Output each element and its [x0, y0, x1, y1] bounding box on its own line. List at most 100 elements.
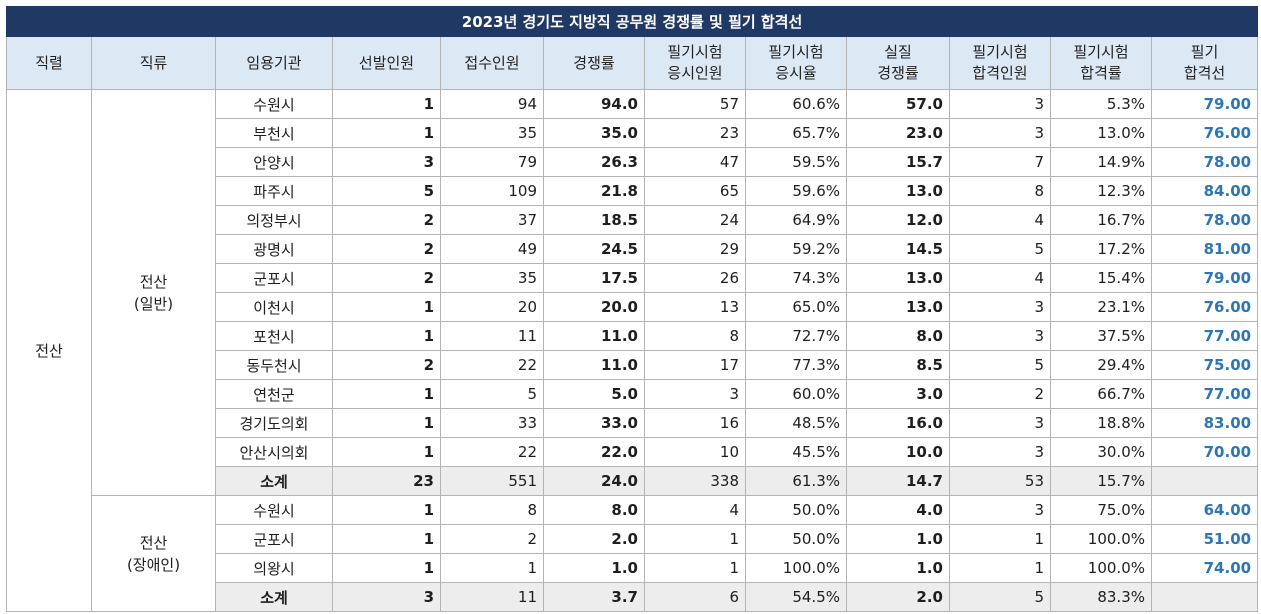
cell-selected: 1 — [332, 118, 441, 148]
cell-pass-rate: 13.0% — [1050, 118, 1152, 148]
cell-passed: 5 — [949, 582, 1051, 612]
cell-applied: 35 — [440, 118, 544, 148]
cell-cutline: 77.00 — [1150, 321, 1259, 351]
competition-table: 2023년 경기도 지방직 공무원 경쟁률 및 필기 합격선 직렬 직류 임용기… — [5, 6, 1259, 612]
table-row: 안양시 3 79 26.3 47 59.5% 15.7 7 14.9% 78.00 — [7, 147, 1259, 177]
cell-cutline: 70.00 — [1150, 437, 1259, 467]
table-row: 연천군 1 5 5.0 3 60.0% 3.0 2 66.7% 77.00 — [7, 379, 1259, 409]
cell-passed: 3 — [949, 408, 1051, 438]
cell-selected: 1 — [332, 89, 441, 119]
cell-take-rate: 59.5% — [745, 147, 847, 177]
cell-taken: 1 — [644, 553, 746, 583]
cell-selected: 3 — [332, 147, 441, 177]
header-jikryeol: 직렬 — [6, 36, 92, 90]
cell-cutline: 79.00 — [1150, 89, 1259, 119]
cell-applied: 94 — [440, 89, 544, 119]
cell-ratio: 17.5 — [543, 263, 645, 293]
header-cutline: 필기 합격선 — [1150, 36, 1259, 90]
cell-ratio: 1.0 — [543, 553, 645, 583]
cell-taken: 23 — [644, 118, 746, 148]
cell-pass-rate: 16.7% — [1050, 205, 1152, 235]
cell-pass-rate: 75.0% — [1050, 495, 1152, 525]
cell-take-rate: 54.5% — [745, 582, 847, 612]
cell-cutline: 83.00 — [1150, 408, 1259, 438]
cell-passed: 5 — [949, 234, 1051, 264]
cell-pass-rate: 83.3% — [1050, 582, 1152, 612]
cell-pass-rate: 15.4% — [1050, 263, 1152, 293]
cell-applied: 79 — [440, 147, 544, 177]
cell-agency: 연천군 — [215, 379, 333, 409]
cell-ratio: 24.0 — [543, 466, 645, 496]
table-row: 전산 (장애인) 수원시 1 8 8.0 4 50.0% 4.0 3 75.0% 64.00 — [7, 495, 1259, 612]
cell-ratio: 20.0 — [543, 292, 645, 322]
cell-applied: 35 — [440, 263, 544, 293]
cell-real-ratio: 4.0 — [846, 495, 950, 525]
cell-real-ratio: 3.0 — [846, 379, 950, 409]
cell-agency: 파주시 — [215, 176, 333, 206]
table-row: 의정부시 2 37 18.5 24 64.9% 12.0 4 16.7% 78.00 — [7, 205, 1259, 235]
cell-selected: 1 — [332, 292, 441, 322]
header-take-rate: 필기시험 응시율 — [745, 36, 847, 90]
cell-taken: 29 — [644, 234, 746, 264]
jikryu-cell: 전산 (장애인) — [91, 495, 216, 612]
cell-agency: 소계 — [215, 582, 333, 612]
cell-passed: 1 — [949, 553, 1051, 583]
cell-pass-rate: 14.9% — [1050, 147, 1152, 177]
cell-pass-rate: 5.3% — [1050, 89, 1152, 119]
cell-cutline: 64.00 — [1150, 495, 1259, 525]
cell-taken: 10 — [644, 437, 746, 467]
cell-pass-rate: 100.0% — [1050, 553, 1152, 583]
cell-applied: 20 — [440, 292, 544, 322]
cell-taken: 1 — [644, 524, 746, 554]
cell-real-ratio: 57.0 — [846, 89, 950, 119]
cell-agency: 포천시 — [215, 321, 333, 351]
cell-pass-rate: 18.8% — [1050, 408, 1152, 438]
cell-passed: 1 — [949, 524, 1051, 554]
cell-pass-rate: 17.2% — [1050, 234, 1152, 264]
cell-ratio: 94.0 — [543, 89, 645, 119]
cell-take-rate: 64.9% — [745, 205, 847, 235]
cell-take-rate: 77.3% — [745, 350, 847, 380]
cell-selected: 1 — [332, 379, 441, 409]
cell-real-ratio: 15.7 — [846, 147, 950, 177]
cell-taken: 8 — [644, 321, 746, 351]
cell-cutline: 79.00 — [1150, 263, 1259, 293]
cell-cutline: 77.00 — [1150, 379, 1259, 409]
cell-selected: 1 — [332, 408, 441, 438]
cell-selected: 23 — [332, 466, 441, 496]
cell-passed: 4 — [949, 205, 1051, 235]
cell-cutline: 76.00 — [1150, 292, 1259, 322]
cell-take-rate: 59.6% — [745, 176, 847, 206]
cell-selected: 2 — [332, 350, 441, 380]
cell-selected: 1 — [332, 524, 441, 554]
cell-take-rate: 45.5% — [745, 437, 847, 467]
header-real-ratio: 실질 경쟁률 — [846, 36, 950, 90]
cell-passed: 5 — [949, 350, 1051, 380]
cell-agency: 경기도의회 — [215, 408, 333, 438]
cell-passed: 8 — [949, 176, 1051, 206]
header-ratio: 경쟁률 — [543, 36, 645, 90]
header-pass-rate: 필기시험 합격률 — [1050, 36, 1152, 90]
cell-selected: 3 — [332, 582, 441, 612]
cell-real-ratio: 1.0 — [846, 524, 950, 554]
table-row: 포천시 1 11 11.0 8 72.7% 8.0 3 37.5% 77.00 — [7, 321, 1259, 351]
cell-real-ratio: 13.0 — [846, 292, 950, 322]
cell-taken: 4 — [644, 495, 746, 525]
cell-take-rate: 65.7% — [745, 118, 847, 148]
table-row: 부천시 1 35 35.0 23 65.7% 23.0 3 13.0% 76.00 — [7, 118, 1259, 148]
cell-ratio: 11.0 — [543, 350, 645, 380]
cell-cutline: 78.00 — [1150, 147, 1259, 177]
cell-cutline: 78.00 — [1150, 205, 1259, 235]
cell-take-rate: 60.6% — [745, 89, 847, 119]
cell-take-rate: 50.0% — [745, 524, 847, 554]
cell-cutline: 51.00 — [1150, 524, 1259, 554]
cell-cutline: 75.00 — [1150, 350, 1259, 380]
cell-real-ratio: 16.0 — [846, 408, 950, 438]
table-row: 경기도의회 1 33 33.0 16 48.5% 16.0 3 18.8% 83.00 — [7, 408, 1259, 438]
cell-ratio: 33.0 — [543, 408, 645, 438]
cell-passed: 7 — [949, 147, 1051, 177]
cell-take-rate: 74.3% — [745, 263, 847, 293]
cell-real-ratio: 10.0 — [846, 437, 950, 467]
cell-cutline — [1150, 466, 1259, 496]
cell-ratio: 24.5 — [543, 234, 645, 264]
